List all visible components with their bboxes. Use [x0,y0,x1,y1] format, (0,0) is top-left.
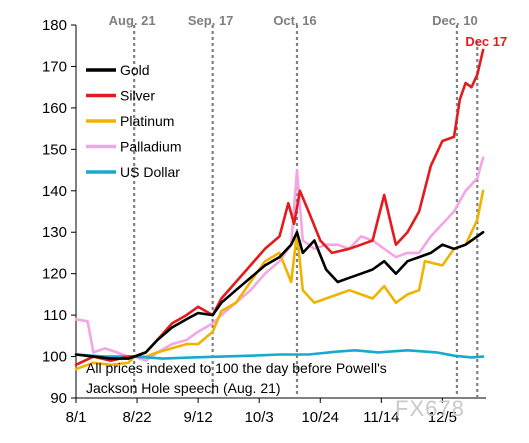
legend-label: Gold [120,62,150,78]
note-line: All prices indexed to 100 the day before… [86,360,387,376]
x-tick-label: 8/1 [66,409,87,426]
y-tick-label: 160 [42,100,67,117]
y-tick-label: 110 [43,307,67,324]
x-tick-label: 8/22 [122,409,151,426]
y-tick-label: 90 [50,390,67,407]
y-tick-label: 130 [42,224,67,241]
event-label: Dec 17 [465,34,507,49]
x-tick-label: 10/3 [245,409,274,426]
legend-label: Palladium [120,139,181,155]
x-tick-label: 12/5 [428,409,457,426]
y-tick-label: 120 [42,266,67,283]
legend-label: Platinum [120,113,174,129]
x-tick-label: 9/12 [184,409,213,426]
watermark-logo: FX678 [395,396,465,421]
series-line-platinum [74,189,485,371]
y-tick-label: 180 [42,17,67,34]
y-tick-label: 100 [42,349,67,366]
event-label: Oct. 16 [273,13,316,28]
event-label: Sep. 17 [188,13,234,28]
y-tick-label: 140 [42,183,67,200]
series-line-palladium [74,156,485,362]
chart-note: All prices indexed to 100 the day before… [86,360,387,396]
series-line-gold [74,230,485,360]
y-tick-label: 150 [42,141,67,158]
series-line-us-dollar [74,349,485,360]
event-label: Aug. 21 [109,13,156,28]
note-line: Jackson Hole speech (Aug. 21) [86,380,281,396]
y-tick-label: 170 [42,58,67,75]
event-label: Dec. 10 [432,13,478,28]
legend-label: US Dollar [120,164,180,180]
event-markers: Aug. 21 Sep. 17 Oct. 16 Dec. 10 Dec 17 [109,13,507,398]
x-tick-label: 11/14 [363,409,399,426]
legend: Gold Silver Platinum Palladium US Dollar [86,62,181,180]
x-tick-label: 10/24 [301,409,339,426]
series-lines [74,48,485,371]
axes: 90 100 110 120 130 140 150 160 170 180 8/1 8/22 9/12… [42,17,486,426]
legend-label: Silver [120,88,155,104]
